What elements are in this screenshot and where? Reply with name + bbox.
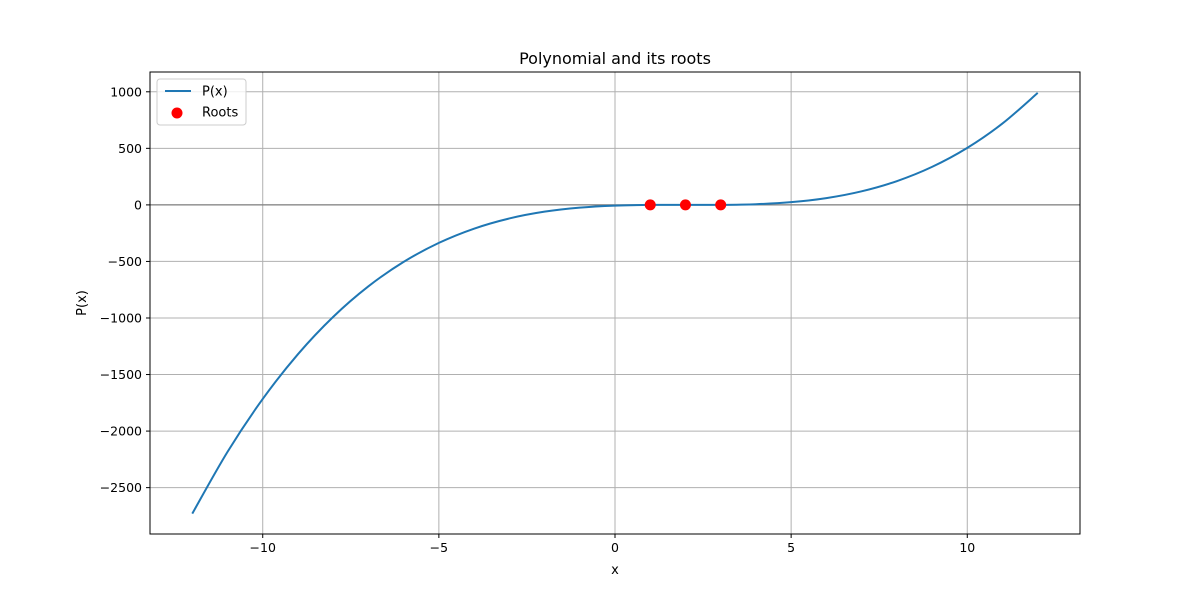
y-tick-label: −1500 <box>100 367 142 382</box>
legend-scatter-swatch <box>171 107 183 119</box>
x-tick-label: −5 <box>430 540 448 555</box>
series-line-px <box>191 92 1039 515</box>
legend: P(x) Roots <box>156 78 247 126</box>
x-tick-label: 5 <box>787 540 795 555</box>
y-tick-label: −2000 <box>100 424 142 439</box>
x-tick-label: −10 <box>250 540 276 555</box>
y-axis-ticks: 1000 500 0 −500 −1000 −1500 −2000 −2500 <box>100 84 150 495</box>
root-point <box>679 199 691 211</box>
plot-series <box>191 92 1039 515</box>
root-point <box>715 199 727 211</box>
y-tick-label: 500 <box>118 141 142 156</box>
chart-title: Polynomial and its roots <box>519 49 711 68</box>
x-tick-label: 10 <box>959 540 975 555</box>
y-axis-label: P(x) <box>75 290 90 316</box>
x-axis-label: x <box>611 563 619 578</box>
y-tick-label: −1000 <box>100 310 142 325</box>
y-tick-label: −2500 <box>100 480 142 495</box>
legend-label-line: P(x) <box>202 85 228 100</box>
y-tick-label: 1000 <box>110 84 142 99</box>
legend-label-scatter: Roots <box>202 106 238 121</box>
y-tick-label: 0 <box>134 197 142 212</box>
x-axis-ticks: −10 −5 0 5 10 <box>250 534 975 555</box>
x-tick-label: 0 <box>611 540 619 555</box>
root-point <box>644 199 656 211</box>
y-tick-label: −500 <box>108 254 142 269</box>
